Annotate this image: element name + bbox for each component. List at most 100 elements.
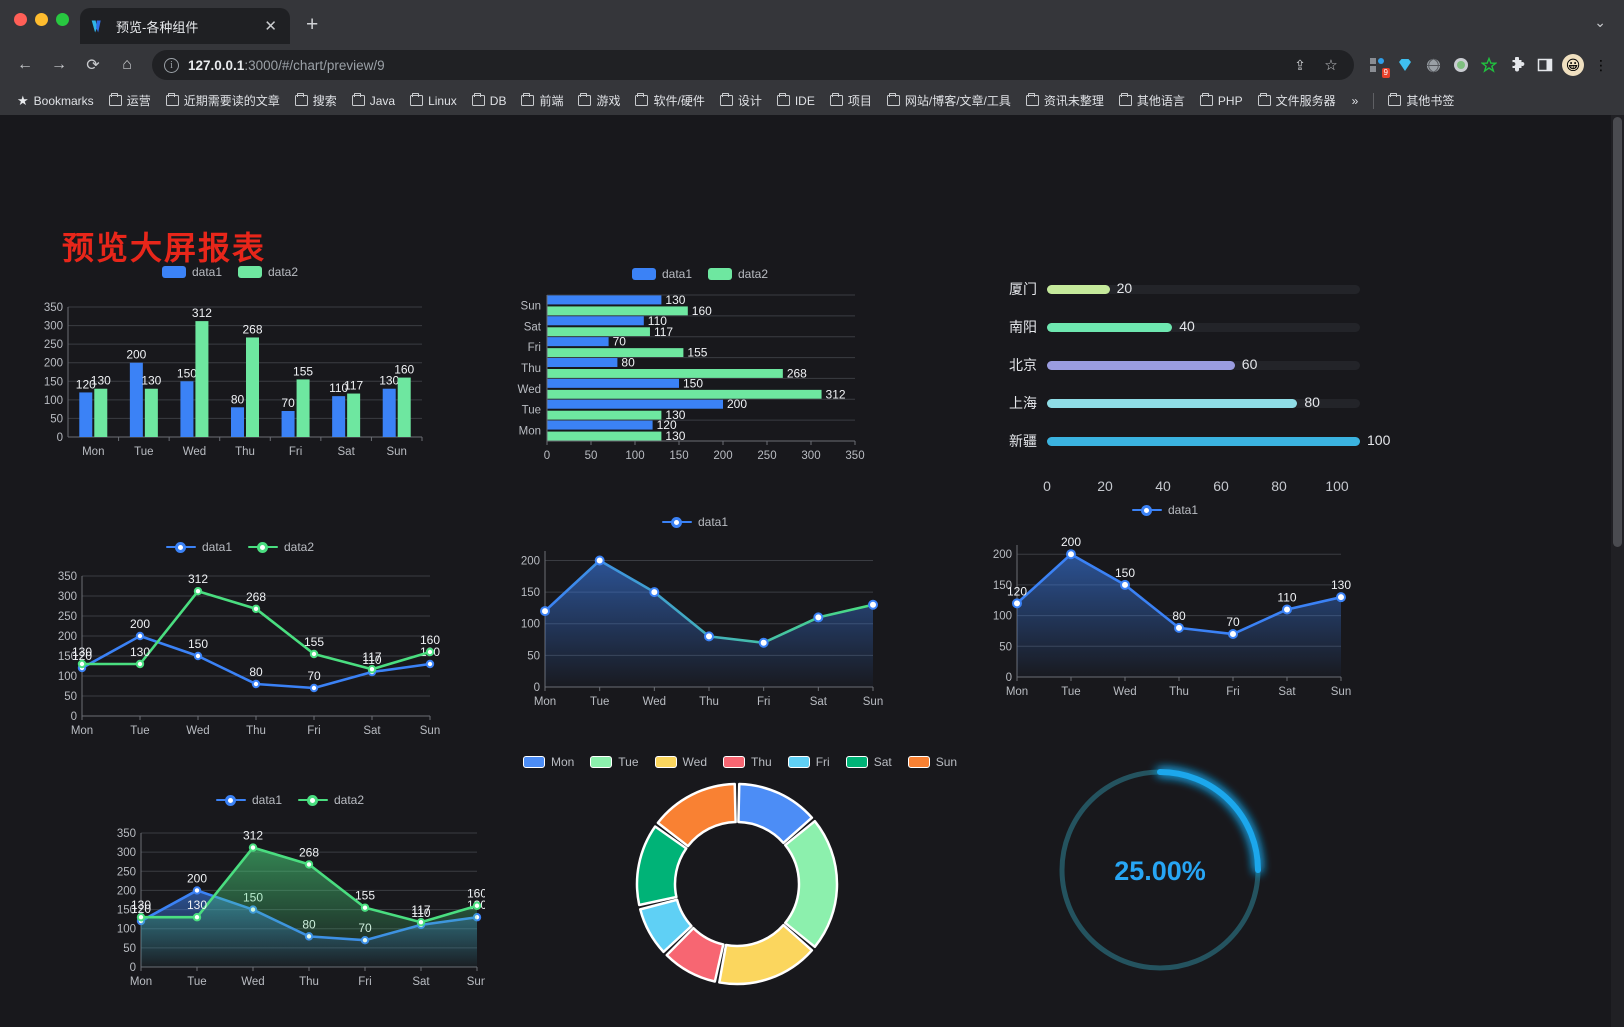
chart-gauge: 25.00% — [1035, 745, 1285, 1000]
sidepanel-icon[interactable] — [1532, 52, 1558, 78]
bookmark-folder[interactable]: 软件/硬件 — [628, 89, 711, 112]
progress-track[interactable]: 100 — [1047, 432, 1390, 448]
browser-menu-icon[interactable]: ⋮ — [1594, 56, 1608, 73]
legend-item[interactable]: data1 — [165, 540, 232, 554]
bookmark-folder[interactable]: 游戏 — [571, 89, 627, 112]
circle-icon[interactable] — [1448, 52, 1474, 78]
share-icon[interactable]: ⇪ — [1294, 56, 1306, 73]
legend-item[interactable]: Wed — [654, 755, 707, 769]
progress-track[interactable]: 20 — [1047, 280, 1360, 296]
bookmark-folder[interactable]: PHP — [1193, 91, 1250, 111]
bookmark-star-icon[interactable]: ☆ — [1324, 57, 1338, 74]
legend-item[interactable]: Sun — [907, 755, 957, 769]
svg-text:Wed: Wed — [643, 696, 666, 708]
back-icon[interactable]: ← — [17, 56, 33, 73]
bookmark-folder[interactable]: 网站/博客/文章/工具 — [880, 89, 1018, 112]
svg-text:155: 155 — [355, 889, 375, 903]
progress-row: 上海 80 — [995, 384, 1360, 422]
reload-icon[interactable]: ⟳ — [86, 57, 100, 74]
chart-bar-horizontal: data1 data2 0 50 100 150 200 250 300 350 Sun 130 16… — [505, 267, 895, 476]
bookmark-folder[interactable]: 设计 — [713, 89, 769, 112]
bookmark-folder[interactable]: 项目 — [823, 89, 879, 112]
star-outline-icon[interactable] — [1476, 52, 1502, 78]
line-gradient-plot: 0 50 100 150 200 Mon Tue Wed Thu Fri Sat Sun — [521, 551, 883, 708]
bookmarks-manager-item[interactable]: ★ Bookmarks — [10, 90, 101, 112]
grid-icon[interactable]: 9 — [1364, 52, 1390, 78]
bookmark-folder[interactable]: 近期需要读的文章 — [159, 89, 287, 112]
diamond-icon[interactable] — [1392, 52, 1418, 78]
legend-label: data1 — [191, 265, 222, 279]
maximize-window-button[interactable] — [56, 13, 69, 26]
bookmark-folder[interactable]: Linux — [403, 91, 464, 111]
chevron-down-icon[interactable]: ⌄ — [1594, 14, 1606, 30]
bookmark-folder[interactable]: 资讯未整理 — [1019, 89, 1111, 112]
legend-item[interactable]: Thu — [723, 755, 772, 769]
svg-text:70: 70 — [1226, 615, 1240, 629]
svg-text:268: 268 — [242, 322, 262, 336]
folder-icon — [410, 93, 424, 106]
bookmark-folder[interactable]: 搜索 — [288, 89, 344, 112]
bookmark-folder[interactable]: 文件服务器 — [1251, 89, 1343, 112]
progress-track[interactable]: 40 — [1047, 318, 1360, 334]
svg-text:50: 50 — [585, 450, 598, 462]
svg-text:120: 120 — [1007, 584, 1027, 598]
bookmark-folder[interactable]: 运营 — [102, 89, 158, 112]
close-tab-icon[interactable]: ✕ — [264, 17, 277, 35]
bookmark-folder[interactable]: 其他语言 — [1112, 89, 1192, 112]
puzzle-icon[interactable] — [1504, 52, 1530, 78]
window-controls[interactable] — [14, 13, 69, 26]
svg-text:300: 300 — [58, 591, 77, 603]
bookmark-folder[interactable]: 前端 — [514, 89, 570, 112]
scrollbar-thumb[interactable] — [1613, 117, 1622, 547]
legend-item[interactable]: data1 — [215, 793, 282, 807]
legend-item[interactable]: Fri — [787, 755, 830, 769]
progress-track[interactable]: 60 — [1047, 356, 1360, 372]
other-bookmarks-item[interactable]: 其他书签 — [1381, 89, 1461, 112]
legend-item[interactable]: Tue — [590, 755, 639, 769]
bookmark-folder-label: 项目 — [847, 94, 872, 108]
legend-item[interactable]: data1 — [631, 267, 692, 281]
page-scrollbar[interactable] — [1611, 115, 1624, 1027]
svg-text:150: 150 — [669, 450, 688, 462]
minimize-window-button[interactable] — [35, 13, 48, 26]
svg-text:Wed: Wed — [1113, 686, 1136, 698]
legend-item[interactable]: Mon — [522, 755, 575, 769]
legend-item[interactable]: data1 — [1131, 503, 1198, 517]
legend-item[interactable]: data2 — [298, 793, 364, 807]
forward-icon[interactable]: → — [51, 56, 67, 73]
legend-item[interactable]: Sat — [845, 755, 892, 769]
progress-track[interactable]: 80 — [1047, 394, 1360, 410]
browser-tab[interactable]: 预览-各种组件 ✕ — [80, 8, 290, 44]
bookmarks-label: Bookmarks — [33, 93, 94, 108]
folder-icon — [578, 93, 592, 106]
bookmark-folder[interactable]: Java — [345, 91, 402, 111]
home-icon[interactable]: ⌂ — [122, 56, 132, 73]
address-bar-url: 127.0.0.1:3000/#/chart/preview/9 — [188, 58, 385, 73]
bar-vertical-plot: 050100150200250300350Mon120130Tue200130W… — [44, 302, 423, 458]
legend-swatch — [522, 756, 545, 768]
svg-text:160: 160 — [467, 887, 485, 901]
svg-text:130: 130 — [665, 429, 685, 443]
legend-item[interactable]: data2 — [248, 540, 314, 554]
svg-text:120: 120 — [76, 377, 96, 391]
close-window-button[interactable] — [14, 13, 27, 26]
legend-label: data2 — [334, 793, 365, 807]
legend-item[interactable]: data1 — [161, 265, 222, 279]
legend-item[interactable]: data2 — [238, 265, 298, 279]
url-host: 127.0.0.1 — [188, 57, 245, 73]
legend-item[interactable]: data1 — [661, 515, 728, 529]
svg-text:130: 130 — [131, 898, 151, 912]
legend-label: Mon — [550, 755, 575, 769]
new-tab-button[interactable]: + — [306, 13, 319, 36]
address-bar[interactable]: i 127.0.0.1:3000/#/chart/preview/9 ⇪ ☆ — [152, 50, 1354, 80]
legend-item[interactable]: data2 — [708, 267, 768, 281]
profile-avatar[interactable]: 😀 — [1560, 52, 1586, 78]
bookmark-folder[interactable]: DB — [465, 91, 514, 111]
globe-icon[interactable] — [1420, 52, 1446, 78]
svg-text:130: 130 — [665, 408, 685, 422]
svg-text:150: 150 — [683, 376, 703, 390]
bookmarks-overflow-button[interactable]: » — [1351, 93, 1359, 108]
site-info-icon[interactable]: i — [164, 57, 179, 73]
bookmark-folder[interactable]: IDE — [770, 91, 822, 111]
svg-text:Sat: Sat — [338, 446, 356, 458]
